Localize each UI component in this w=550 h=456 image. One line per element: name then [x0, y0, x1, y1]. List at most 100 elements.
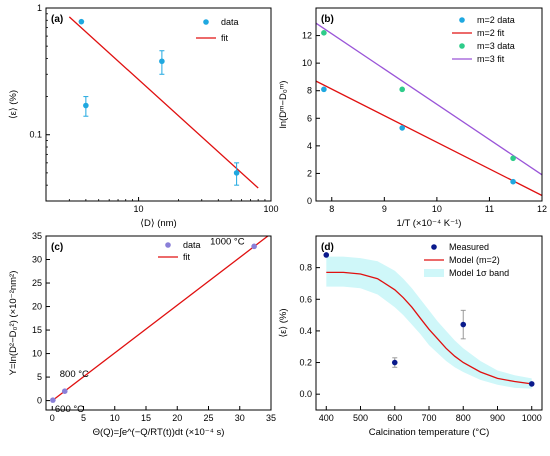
- x-axis-title: 1/T (×10⁻⁴ K⁻¹): [397, 218, 462, 229]
- data-point: [528, 381, 535, 387]
- legend-label: data: [183, 240, 201, 250]
- legend-label: m=2 data: [477, 15, 515, 25]
- y-tick-label: 1: [37, 3, 42, 13]
- x-tick-label: 10: [134, 204, 144, 214]
- plot-frame: [315, 7, 543, 202]
- y-tick-label: 12: [302, 31, 312, 41]
- legend-label: m=3 fit: [477, 54, 505, 64]
- y-tick-label: 0.1: [29, 130, 42, 140]
- plot-area: [50, 236, 269, 403]
- point-annotation: 1000 °C: [210, 236, 245, 247]
- data-point: [50, 397, 56, 403]
- x-tick-label: 900: [490, 413, 505, 423]
- legend-label: m=3 data: [477, 41, 515, 51]
- data-point: [391, 359, 398, 366]
- y-tick-label: 8: [307, 86, 312, 96]
- y-axis-title: ⟨ε⟩ (%): [278, 308, 289, 337]
- y-tick-label: 25: [32, 278, 42, 288]
- plot-area: [323, 252, 535, 389]
- y-tick-label: 5: [37, 372, 42, 382]
- y-tick-label: 0.6: [299, 294, 312, 304]
- y-tick-label: 10: [302, 58, 312, 68]
- y-tick-label: 20: [32, 302, 42, 312]
- plot-frame: [45, 235, 272, 411]
- x-tick-label: 35: [266, 413, 276, 423]
- y-tick-label: 0: [37, 396, 42, 406]
- x-tick-label: 500: [353, 413, 368, 423]
- data-point: [399, 125, 405, 131]
- panel-b: 8 9 10 11 12 0 2 4 6 8 10 12 1/T (×10⁻⁴ K⁻¹) ln(Dᵐ−D₀…: [278, 7, 547, 229]
- x-tick-label: 10: [110, 413, 120, 423]
- legend-marker: [203, 19, 209, 25]
- legend-label: m=2 fit: [477, 28, 505, 38]
- y-axis-title: ln(Dᵐ−D₀ᵐ): [278, 81, 289, 129]
- y-tick-label: 4: [307, 141, 312, 151]
- panel-d: 400 500 600 700 800 900 1000 0.0 0.2 0.4 0.6 0.8 Cal…: [278, 235, 543, 438]
- x-tick-label: 15: [141, 413, 151, 423]
- legend-label: Model (m=2): [449, 255, 500, 265]
- data-point: [399, 86, 405, 93]
- legend-label: fit: [183, 252, 191, 262]
- legend-marker: [459, 43, 465, 49]
- panel-a: 10 100 0.1 1 ⟨D⟩ (nm) ⟨ε⟩ (%) (a) data fit: [8, 3, 279, 229]
- legend-swatch: [424, 269, 444, 277]
- x-axis-title: Calcination temperature (°C): [369, 427, 490, 438]
- fit-line: [316, 22, 542, 176]
- y-axis-title: ⟨ε⟩ (%): [8, 90, 19, 119]
- y-tick-label: 0: [307, 196, 312, 206]
- x-tick-label: 0: [50, 413, 55, 423]
- legend-marker: [431, 244, 437, 250]
- x-tick-label: 800: [456, 413, 471, 423]
- legend-label: fit: [221, 33, 229, 43]
- y-tick-label: 0.8: [299, 263, 312, 273]
- x-tick-label: 10: [432, 204, 442, 214]
- x-axis-title: Θ(Q)=∫e^(−Q/RT(t))dt (×10⁻⁴ s): [93, 427, 225, 438]
- y-tick-label: 15: [32, 325, 42, 335]
- data-point: [321, 30, 327, 36]
- data-point: [460, 321, 467, 328]
- y-tick-label: 0.0: [299, 389, 312, 399]
- y-tick-label: 30: [32, 255, 42, 265]
- data-point: [510, 155, 516, 162]
- plot-area: [316, 22, 542, 197]
- x-tick-label: 20: [172, 413, 182, 423]
- data-point: [321, 86, 327, 93]
- y-axis-title: Y=ln(D²−D₀²) (×10⁻²nm²): [8, 271, 19, 376]
- point-annotation: 600 °C: [55, 404, 84, 415]
- plot-frame: [45, 7, 272, 202]
- data-point: [510, 178, 516, 185]
- y-tick-label: 35: [32, 231, 42, 241]
- x-tick-label: 8: [329, 204, 334, 214]
- x-tick-label: 100: [263, 204, 278, 214]
- y-tick-label: 0.4: [299, 326, 312, 336]
- panel-c: 0 5 10 15 20 25 30 35 0 5 10 15 20 25 30 35 Θ(Q)=∫e^(−Q/…: [8, 231, 276, 438]
- x-tick-label: 600: [387, 413, 402, 423]
- data-point: [323, 252, 330, 258]
- x-tick-label: 1000: [522, 413, 542, 423]
- x-tick-label: 9: [382, 204, 387, 214]
- x-axis-title: ⟨D⟩ (nm): [140, 218, 176, 229]
- data-point: [251, 243, 257, 250]
- fit-line: [316, 80, 542, 197]
- legend-marker: [165, 242, 171, 248]
- y-tick-label: 10: [32, 349, 42, 359]
- data-point: [233, 170, 240, 176]
- x-tick-label: 25: [203, 413, 213, 423]
- fit-line: [51, 236, 269, 402]
- legend-marker: [459, 17, 465, 23]
- x-tick-label: 700: [421, 413, 436, 423]
- legend-label: Model 1σ band: [449, 268, 509, 278]
- data-point: [78, 18, 85, 25]
- plot-area: [68, 16, 259, 189]
- y-tick-label: 6: [307, 113, 312, 123]
- y-tick-label: 2: [307, 168, 312, 178]
- x-tick-label: 400: [319, 413, 334, 423]
- legend-label: data: [221, 17, 239, 27]
- data-point: [61, 388, 68, 394]
- x-tick-label: 5: [81, 413, 86, 423]
- panel-label: (a): [51, 14, 63, 25]
- panel-label: (b): [321, 14, 334, 25]
- data-point: [83, 102, 89, 109]
- legend-label: Measured: [449, 242, 489, 252]
